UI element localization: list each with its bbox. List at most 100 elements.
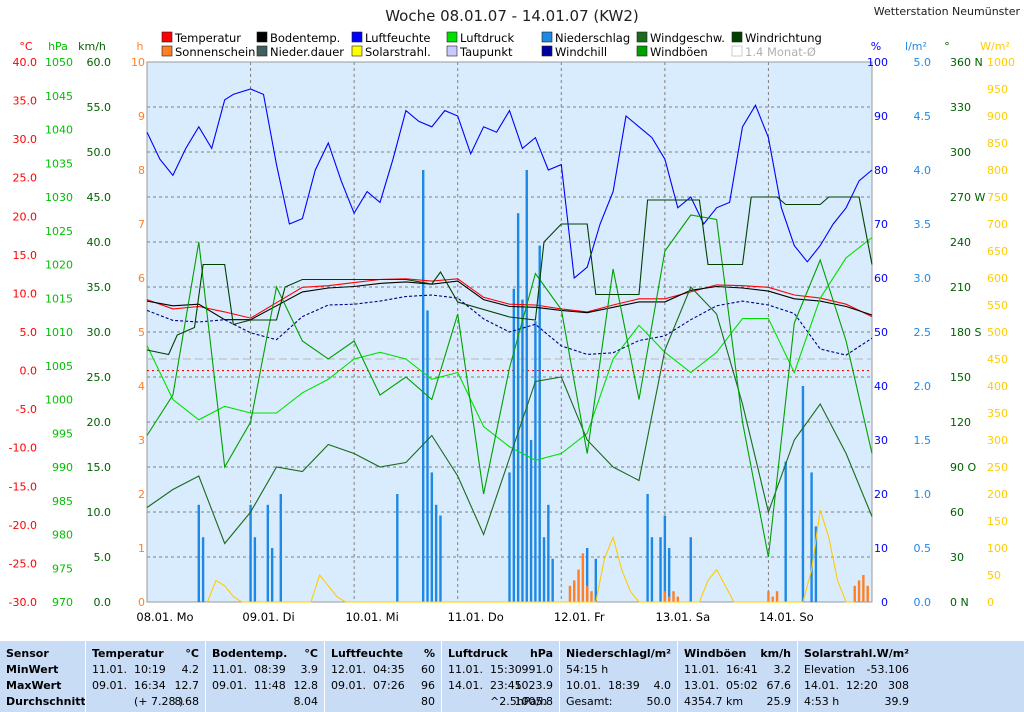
tick-celsius: 0.0 (20, 365, 38, 378)
legend-label: Bodentemp. (270, 31, 340, 45)
bar-niederschlag (426, 310, 429, 602)
tick-wm2: 600 (987, 272, 1008, 285)
stats-label-avg: Durchschnitt (6, 695, 86, 708)
bar-niederschlag (508, 472, 511, 602)
tick-kmh: 20.0 (87, 416, 112, 429)
tick-hours: 3 (138, 434, 145, 447)
tick-lm2: 1.0 (914, 488, 932, 501)
bar-niederschlag (521, 299, 524, 602)
tick-celsius: 30.0 (13, 133, 38, 146)
tick-celsius: -25.0 (9, 557, 37, 570)
bar-niederschlag (810, 472, 813, 602)
tick-kmh: 25.0 (87, 371, 112, 384)
legend-swatch (636, 45, 648, 57)
tick-hpa: 1040 (45, 124, 73, 137)
tick-percent: 90 (874, 110, 888, 123)
tick-kmh: 10.0 (87, 506, 112, 519)
stats-label-min: MinWert (6, 663, 59, 676)
unit-degree: ° (944, 40, 950, 53)
tick-hours: 2 (138, 488, 145, 501)
stats-cell-value: 80 (421, 695, 435, 708)
tick-celsius: -10.0 (9, 442, 37, 455)
tick-hours: 9 (138, 110, 145, 123)
tick-hpa: 1010 (45, 326, 73, 339)
legend-label: Luftdruck (460, 31, 514, 45)
stats-row: 14.01. 12:20 308 (804, 678, 909, 694)
bar-sonnenschein (590, 591, 593, 602)
bar-niederschlag (542, 537, 546, 602)
stats-col-windben: Windböen km/h 11.01. 16:41 3.2 13.01. 05:02 67.… (677, 641, 797, 712)
tick-lm2: 0.5 (914, 542, 932, 555)
bar-sonnenschein (672, 591, 675, 602)
stats-header-label: Bodentemp. (212, 647, 288, 660)
tick-celsius: 5.0 (20, 326, 38, 339)
stats-row: 8.04 (212, 694, 319, 710)
legend-label: Niederschlag (555, 31, 630, 45)
tick-kmh: 50.0 (87, 146, 112, 159)
line-temperatur (146, 278, 873, 319)
stats-col-solarstrahl: Solarstrahl. W/m² Elevation -53.106 14.01. 12… (797, 641, 915, 712)
bar-niederschlag (430, 472, 434, 602)
stats-cell-value: 3.9 (300, 663, 319, 676)
tick-celsius: 10.0 (13, 287, 38, 300)
tick-wm2: 650 (987, 245, 1008, 258)
tick-wm2: 350 (987, 407, 1008, 420)
tick-wm2: 950 (987, 83, 1008, 96)
bar-niederschlag (659, 537, 662, 602)
tick-wm2: 750 (987, 191, 1008, 204)
tick-celsius: 35.0 (13, 95, 38, 108)
stats-cell-time: 16:34 (134, 679, 166, 692)
bar-niederschlag (814, 526, 818, 602)
stats-row: 09.01. 16:34 12.7 (92, 678, 199, 694)
stats-header: Luftfeuchte% (331, 646, 435, 662)
stats-header-unit: l/m² (646, 647, 671, 660)
tick-celsius: 25.0 (13, 172, 38, 185)
stats-cell-time: 04:35 (373, 663, 405, 676)
tick-hours: 10 (131, 56, 145, 69)
x-label: 12.01. Fr (554, 610, 605, 624)
bar-sonnenschein (573, 580, 576, 602)
x-label: 08.01. Mo (136, 610, 193, 624)
weather-chart: 40.035.030.025.020.015.010.05.00.0-5.0-1… (8, 5, 1021, 624)
bar-niederschlag (547, 504, 550, 602)
stats-row: 11.01. 16:41 3.2 (684, 662, 791, 678)
tick-wm2: 200 (987, 488, 1008, 501)
stats-cell-date: 11.01. (212, 663, 247, 676)
bar-sonnenschein (767, 591, 770, 602)
stats-col-sensor: Sensor MinWert MaxWert Durchschnitt (0, 641, 86, 712)
line-solarstrahl. (206, 510, 855, 603)
bar-niederschlag (689, 537, 692, 602)
bar-niederschlag (667, 548, 671, 602)
tick-lm2: 0.0 (914, 596, 932, 609)
tick-wm2: 50 (987, 569, 1001, 582)
legend-swatch (636, 31, 648, 43)
legend-swatch (446, 31, 458, 43)
tick-kmh: 55.0 (87, 101, 112, 114)
stats-cell-value: -53.106 (866, 663, 909, 676)
stats-cell-value: 1023.9 (514, 679, 554, 692)
stats-row: 11.01. 15:30 991.0 (448, 662, 553, 678)
stats-cell-date: 14.01. (448, 679, 483, 692)
stats-cell-value: 25.9 (766, 695, 792, 708)
tick-hpa: 975 (52, 562, 73, 575)
tick-degree: 330 (950, 101, 971, 114)
unit-celsius: °C (19, 40, 33, 53)
stats-row: 10.01. 18:39 4.0 (566, 678, 671, 694)
stats-cell-time: 05:02 (726, 679, 758, 692)
bar-niederschlag (266, 504, 270, 602)
tick-kmh: 15.0 (87, 461, 112, 474)
stats-cell-value: 4.0 (653, 679, 672, 692)
stats-cell-time: (+ 7.28 ) (134, 695, 184, 708)
stats-cell-time: 16:41 (726, 663, 758, 676)
stats-header-unit: hPa (529, 647, 553, 660)
tick-lm2: 5.0 (914, 56, 932, 69)
tick-hpa: 1000 (45, 394, 73, 407)
x-label: 11.01. Do (448, 610, 504, 624)
tick-degree: 180 S (950, 326, 981, 339)
legend-swatch (161, 45, 173, 57)
stats-cell-date: 4354.7 km (684, 695, 744, 708)
tick-wm2: 300 (987, 434, 1008, 447)
tick-hpa: 1005 (45, 360, 73, 373)
tick-hours: 7 (138, 218, 145, 231)
tick-degree: 300 (950, 146, 971, 159)
